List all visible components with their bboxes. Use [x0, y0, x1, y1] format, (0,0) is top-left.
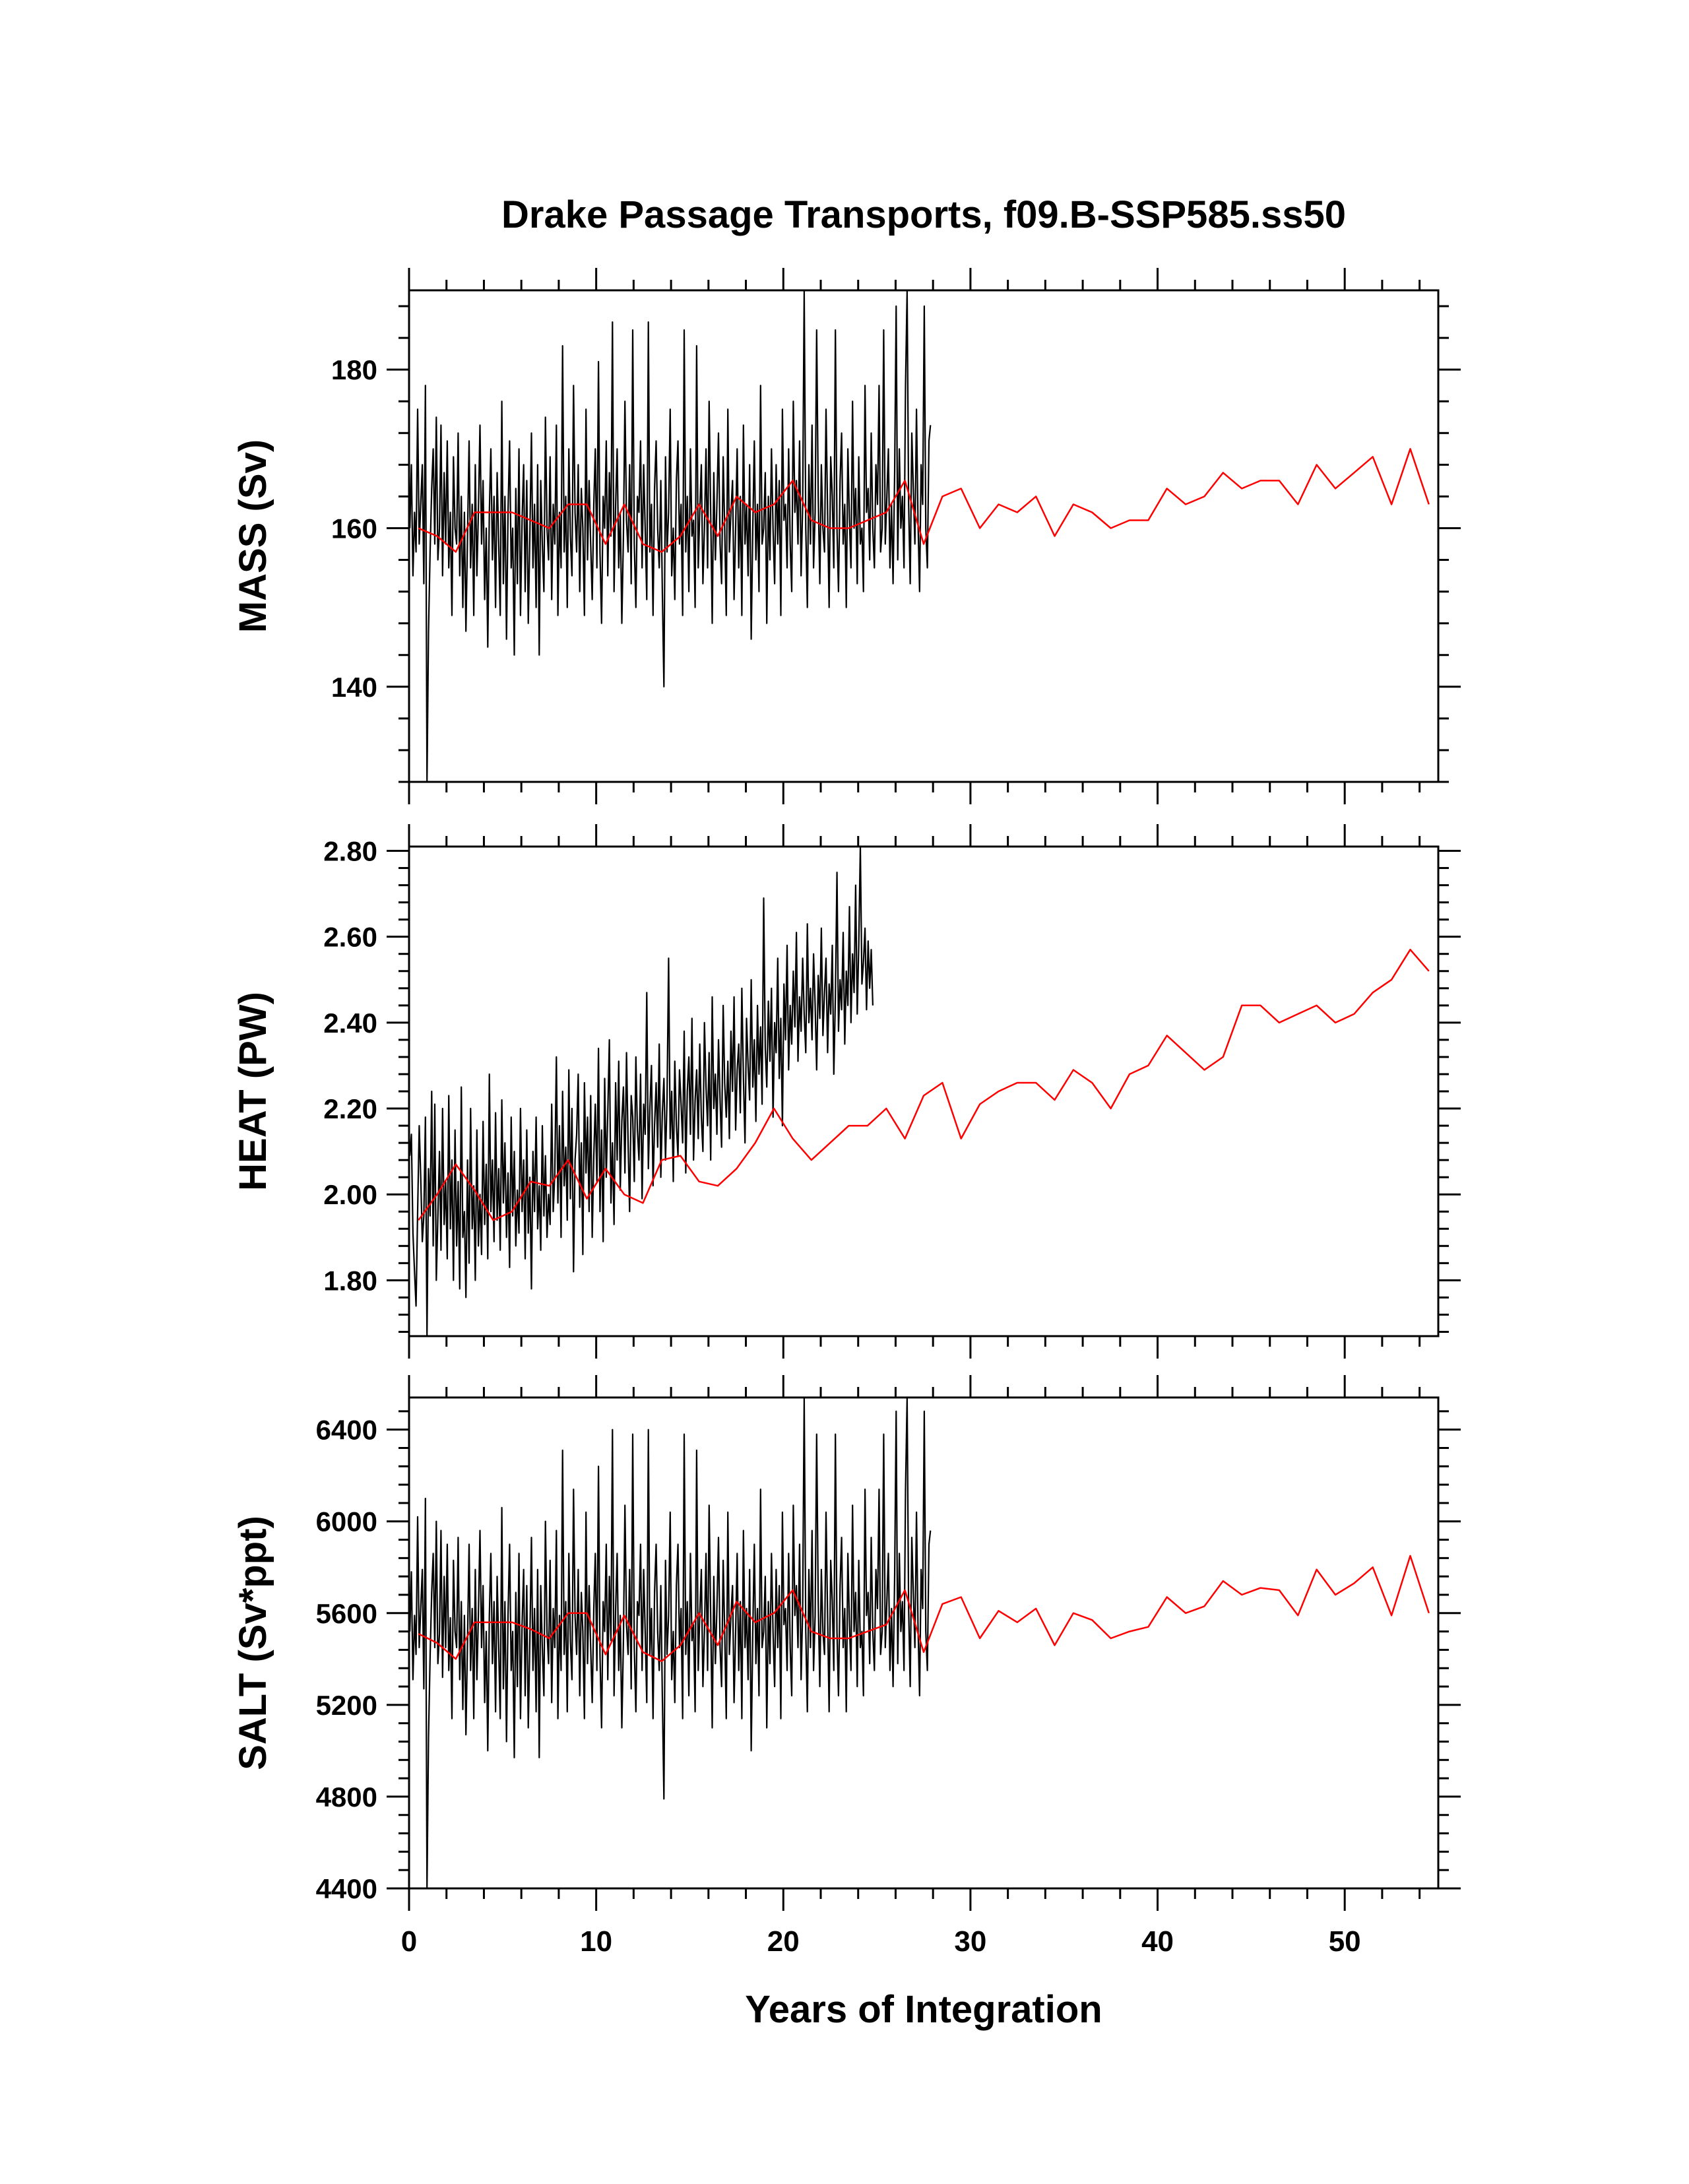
- annual-mean-line: [418, 1555, 1430, 1663]
- y-tick-label: 2.00: [323, 1179, 377, 1210]
- y-tick-label: 6400: [316, 1415, 377, 1446]
- plot-frame: [408, 289, 1440, 783]
- annual-mean-line: [418, 448, 1430, 553]
- y-tick-label: 2.60: [323, 922, 377, 953]
- panel-mass: 140 160 180 MASS (Sv): [232, 268, 1461, 804]
- x-tick-label: 50: [1329, 1925, 1361, 1958]
- y-axis-label: MASS (Sv): [232, 439, 274, 633]
- y-tick-label: 1.80: [323, 1265, 377, 1296]
- y-tick-label: 5200: [316, 1690, 377, 1721]
- x-tick-label: 0: [401, 1925, 417, 1958]
- x-tick-label: 10: [580, 1925, 612, 1958]
- y-tick-label: 4800: [316, 1782, 377, 1813]
- y-tick-label: 160: [331, 513, 377, 544]
- monthly-series-line: [409, 1397, 932, 1888]
- chart-title: Drake Passage Transports, f09.B-SSP585.s…: [501, 193, 1346, 236]
- y-tick-label: 140: [331, 672, 377, 703]
- panel-heat: 1.80 2.00 2.20 2.40 2.60 2.80 HEAT (PW): [232, 824, 1461, 1359]
- plot-frame: [408, 845, 1440, 1337]
- axis-ticks: [387, 1375, 1461, 1911]
- y-tick-label: 2.20: [323, 1093, 377, 1124]
- y-tick-label: 2.80: [323, 836, 377, 867]
- x-tick-label: 20: [767, 1925, 800, 1958]
- y-axis-label: HEAT (PW): [232, 992, 274, 1191]
- annual-mean-line: [418, 948, 1430, 1221]
- axis-ticks: [387, 824, 1461, 1359]
- plot-frame: [408, 1396, 1440, 1890]
- y-tick-label: 5600: [316, 1598, 377, 1629]
- axis-ticks: [387, 268, 1461, 804]
- y-tick-label: 6000: [316, 1506, 377, 1537]
- y-axis-label: SALT (Sv*ppt): [232, 1516, 274, 1770]
- panel-salt: 4400 4800 5200 5600 6000 6400 SALT (Sv*ppt) 0 10…: [232, 1375, 1461, 1958]
- y-tick-label: 4400: [316, 1873, 377, 1904]
- x-tick-label: 40: [1141, 1925, 1174, 1958]
- y-tick-label: 2.40: [323, 1008, 377, 1039]
- monthly-series-line: [409, 290, 932, 782]
- x-tick-label: 30: [954, 1925, 986, 1958]
- y-tick-label: 180: [331, 354, 377, 385]
- x-axis-label: Years of Integration: [745, 1988, 1102, 2031]
- monthly-series-line: [409, 847, 874, 1336]
